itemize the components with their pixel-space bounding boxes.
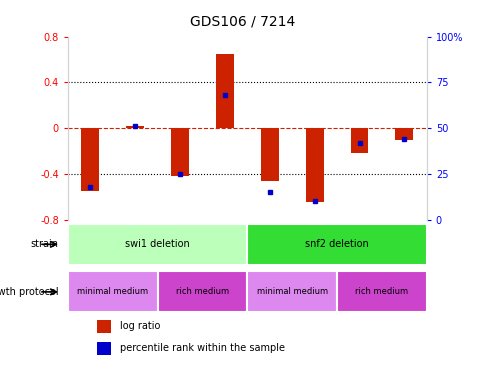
Bar bbox=[247, 224, 426, 265]
Bar bbox=[215, 54, 233, 128]
Bar bbox=[68, 224, 247, 265]
Bar bbox=[247, 271, 336, 313]
Bar bbox=[96, 320, 111, 333]
Text: log ratio: log ratio bbox=[120, 321, 160, 331]
Text: minimal medium: minimal medium bbox=[256, 287, 327, 296]
Bar bbox=[305, 128, 323, 202]
Bar bbox=[171, 128, 189, 176]
Text: rich medium: rich medium bbox=[355, 287, 408, 296]
Bar bbox=[350, 128, 368, 153]
Bar bbox=[394, 128, 412, 139]
Text: rich medium: rich medium bbox=[176, 287, 228, 296]
Bar bbox=[126, 126, 144, 128]
Bar bbox=[336, 271, 426, 313]
Text: growth protocol: growth protocol bbox=[0, 287, 58, 297]
Text: minimal medium: minimal medium bbox=[77, 287, 148, 296]
Bar bbox=[96, 342, 111, 355]
Bar bbox=[68, 271, 157, 313]
Bar bbox=[260, 128, 278, 181]
Text: swi1 deletion: swi1 deletion bbox=[125, 239, 190, 249]
Bar bbox=[157, 271, 247, 313]
Bar bbox=[81, 128, 99, 191]
Text: snf2 deletion: snf2 deletion bbox=[304, 239, 368, 249]
Text: percentile rank within the sample: percentile rank within the sample bbox=[120, 343, 285, 353]
Text: GDS106 / 7214: GDS106 / 7214 bbox=[189, 15, 295, 29]
Text: strain: strain bbox=[30, 239, 58, 249]
